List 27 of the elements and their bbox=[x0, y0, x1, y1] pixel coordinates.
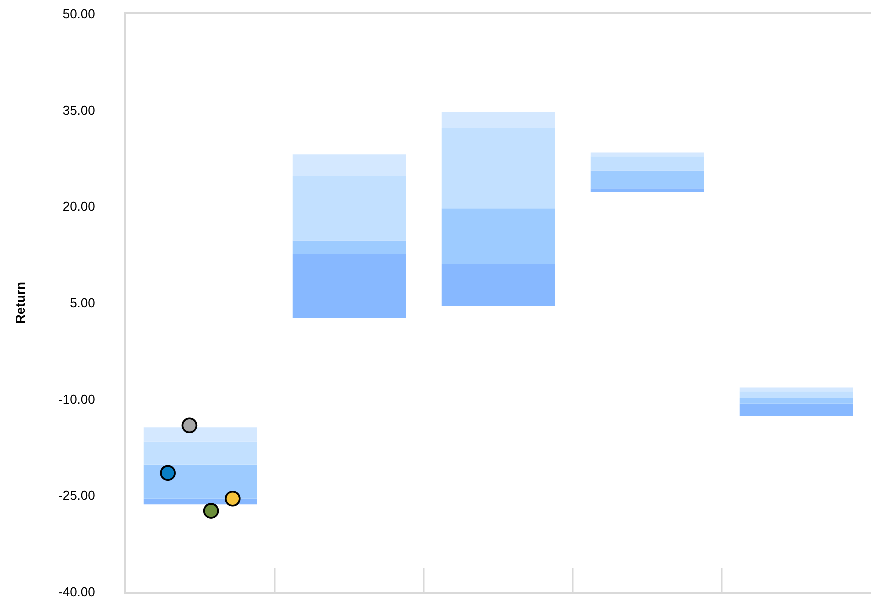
bar bbox=[740, 398, 854, 404]
bar bbox=[740, 404, 854, 416]
bar bbox=[144, 464, 258, 499]
y-tick-label: 20.00 bbox=[62, 199, 96, 214]
bar bbox=[740, 388, 854, 392]
bar bbox=[590, 170, 704, 189]
bar bbox=[442, 128, 556, 209]
bar bbox=[590, 152, 704, 157]
bar bbox=[292, 176, 406, 241]
bar bbox=[442, 112, 556, 128]
y-tick-label: 50.00 bbox=[62, 6, 96, 22]
y-tick-label: -25.00 bbox=[58, 488, 96, 504]
bar bbox=[740, 392, 854, 398]
bar bbox=[590, 188, 704, 193]
bar bbox=[590, 156, 704, 171]
y-axis-title: Return bbox=[12, 282, 28, 324]
y-tick-label: 5.00 bbox=[70, 296, 96, 311]
bar bbox=[292, 154, 406, 176]
bar bbox=[442, 208, 556, 264]
y-tick-label: -40.00 bbox=[58, 584, 96, 600]
y-tick-label: 35.00 bbox=[62, 102, 96, 118]
bar bbox=[292, 240, 406, 254]
bar bbox=[144, 442, 258, 465]
bar bbox=[292, 254, 406, 318]
bar bbox=[144, 428, 258, 442]
y-tick-label: -10.00 bbox=[58, 392, 96, 407]
bar bbox=[442, 264, 556, 306]
